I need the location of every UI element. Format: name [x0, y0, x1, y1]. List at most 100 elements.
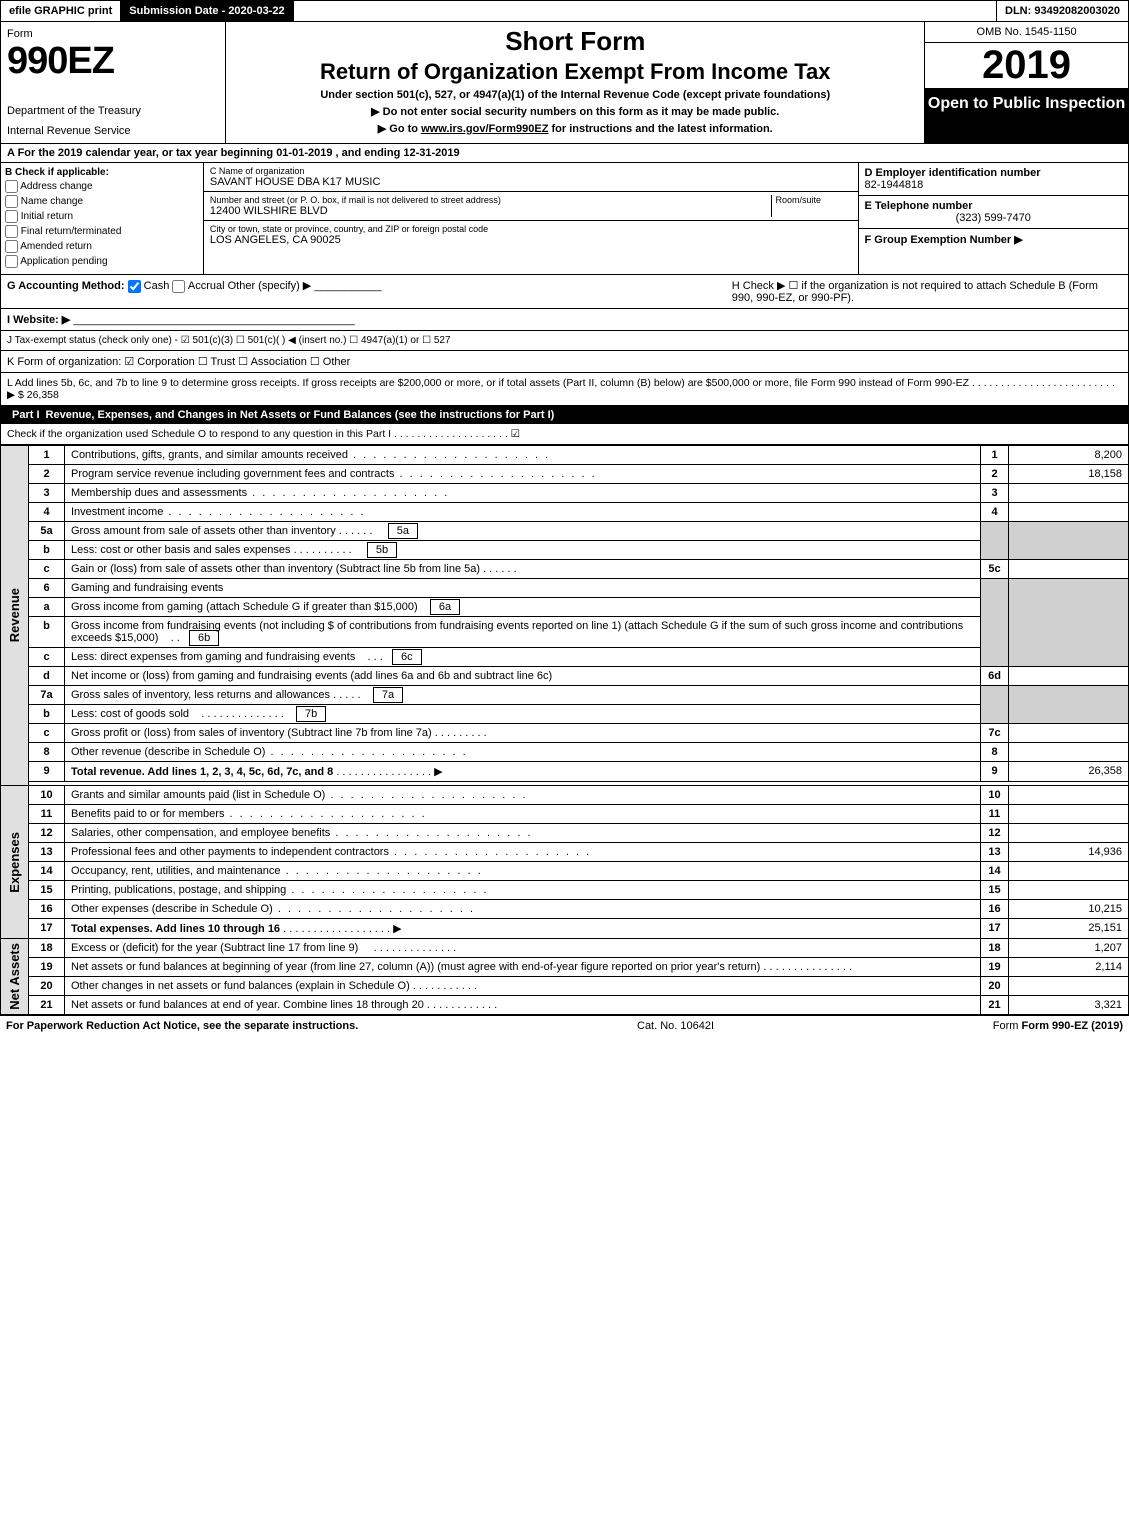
city-label: City or town, state or province, country… — [210, 224, 852, 234]
main-title: Return of Organization Exempt From Incom… — [230, 59, 920, 85]
goto-line: ▶ Go to www.irs.gov/Form990EZ for instru… — [230, 122, 920, 135]
line-2-text: Program service revenue including govern… — [65, 465, 981, 484]
opt-initial-return[interactable]: Initial return — [5, 210, 199, 223]
method-accrual[interactable]: Accrual — [172, 280, 224, 292]
line-12-amt — [1009, 824, 1129, 843]
goto-suffix: for instructions and the latest informat… — [548, 123, 772, 135]
line-18-amt: 1,207 — [1009, 939, 1129, 958]
line-3-amt — [1009, 484, 1129, 503]
city: LOS ANGELES, CA 90025 — [210, 234, 852, 246]
line-11-text: Benefits paid to or for members — [65, 805, 981, 824]
box-b-title: B Check if applicable: — [5, 167, 199, 178]
info-grid: B Check if applicable: Address change Na… — [0, 163, 1129, 275]
opt-final-return[interactable]: Final return/terminated — [5, 225, 199, 238]
short-form-title: Short Form — [230, 26, 920, 57]
line-13-amt: 14,936 — [1009, 843, 1129, 862]
org-name-label: C Name of organization — [210, 166, 852, 176]
box-k: K Form of organization: ☑ Corporation ☐ … — [0, 351, 1129, 373]
goto-prefix: ▶ Go to — [378, 123, 421, 135]
form-header: Form 990EZ Department of the Treasury In… — [0, 22, 1129, 144]
box-e: E Telephone number (323) 599-7470 — [859, 196, 1128, 229]
line-6d-amt — [1009, 667, 1129, 686]
part-1-check: Check if the organization used Schedule … — [0, 424, 1129, 445]
line-7b-text: Less: cost of goods sold . . . . . . . .… — [65, 705, 981, 724]
open-to-public: Open to Public Inspection — [925, 89, 1128, 143]
line-8-amt — [1009, 743, 1129, 762]
footer-right: Form Form 990-EZ (2019) — [993, 1020, 1123, 1032]
phone-value: (323) 599-7470 — [865, 212, 1122, 224]
dept-label: Department of the Treasury — [7, 105, 219, 117]
row-g-h: G Accounting Method: Cash Accrual Other … — [0, 275, 1129, 309]
opt-application-pending[interactable]: Application pending — [5, 255, 199, 268]
part-1-desc: Revenue, Expenses, and Changes in Net As… — [46, 409, 555, 421]
line-17-text: Total expenses. Add lines 10 through 16 … — [65, 919, 981, 939]
box-j: J Tax-exempt status (check only one) - ☑… — [0, 331, 1129, 351]
side-expenses: Expenses — [1, 786, 29, 939]
line-13-text: Professional fees and other payments to … — [65, 843, 981, 862]
method-cash[interactable]: Cash — [128, 280, 170, 292]
line-4-text: Investment income — [65, 503, 981, 522]
line-16-text: Other expenses (describe in Schedule O) — [65, 900, 981, 919]
header-left: Form 990EZ Department of the Treasury In… — [1, 22, 226, 143]
header-right: OMB No. 1545-1150 2019 Open to Public In… — [925, 22, 1128, 143]
line-18-text: Excess or (deficit) for the year (Subtra… — [65, 939, 981, 958]
group-exemption-label: F Group Exemption Number ▶ — [865, 234, 1023, 246]
box-c: C Name of organization SAVANT HOUSE DBA … — [204, 163, 858, 274]
line-6-text: Gaming and fundraising events — [65, 579, 981, 598]
ein-value: 82-1944818 — [865, 179, 1122, 191]
line-7c-amt — [1009, 724, 1129, 743]
line-4-amt — [1009, 503, 1129, 522]
opt-name-change[interactable]: Name change — [5, 195, 199, 208]
box-f: F Group Exemption Number ▶ — [859, 229, 1128, 274]
side-revenue: Revenue — [1, 446, 29, 786]
line-5c-amt — [1009, 560, 1129, 579]
line-21-amt: 3,321 — [1009, 996, 1129, 1015]
tax-year: 2019 — [925, 43, 1128, 89]
line-9-amt: 26,358 — [1009, 762, 1129, 782]
under-section: Under section 501(c), 527, or 4947(a)(1)… — [230, 89, 920, 101]
side-net-assets: Net Assets — [1, 939, 29, 1015]
opt-amended-return[interactable]: Amended return — [5, 240, 199, 253]
org-name-cell: C Name of organization SAVANT HOUSE DBA … — [204, 163, 858, 192]
line-21-text: Net assets or fund balances at end of ye… — [65, 996, 981, 1015]
line-20-amt — [1009, 977, 1129, 996]
tax-period: A For the 2019 calendar year, or tax yea… — [0, 144, 1129, 163]
line-7c-text: Gross profit or (loss) from sales of inv… — [65, 724, 981, 743]
line-14-text: Occupancy, rent, utilities, and maintena… — [65, 862, 981, 881]
line-1-amt: 8,200 — [1009, 446, 1129, 465]
part-1-label: Part I — [6, 409, 46, 421]
line-6d-text: Net income or (loss) from gaming and fun… — [65, 667, 981, 686]
line-6a-text: Gross income from gaming (attach Schedul… — [65, 598, 981, 617]
line-8-text: Other revenue (describe in Schedule O) — [65, 743, 981, 762]
line-15-text: Printing, publications, postage, and shi… — [65, 881, 981, 900]
part-1-header: Part I Revenue, Expenses, and Changes in… — [0, 406, 1129, 424]
street-label: Number and street (or P. O. box, if mail… — [210, 195, 767, 205]
ein-label: D Employer identification number — [865, 167, 1122, 179]
line-2-amt: 18,158 — [1009, 465, 1129, 484]
line-10-text: Grants and similar amounts paid (list in… — [65, 786, 981, 805]
line-3-text: Membership dues and assessments — [65, 484, 981, 503]
box-g: G Accounting Method: Cash Accrual Other … — [7, 279, 732, 304]
omb-number: OMB No. 1545-1150 — [925, 22, 1128, 43]
city-cell: City or town, state or province, country… — [204, 221, 858, 249]
agency-label: Internal Revenue Service — [7, 125, 219, 137]
dln-label: DLN: 93492082003020 — [997, 1, 1128, 21]
box-l: L Add lines 5b, 6c, and 7b to line 9 to … — [0, 373, 1129, 406]
line-5b-text: Less: cost or other basis and sales expe… — [65, 541, 981, 560]
page-footer: For Paperwork Reduction Act Notice, see … — [0, 1015, 1129, 1036]
box-d: D Employer identification number 82-1944… — [859, 163, 1128, 196]
line-6b-text: Gross income from fundraising events (no… — [65, 617, 981, 648]
website-label: I Website: ▶ — [7, 314, 70, 326]
form-label: Form — [7, 28, 219, 40]
opt-address-change[interactable]: Address change — [5, 180, 199, 193]
irs-link[interactable]: www.irs.gov/Form990EZ — [421, 123, 548, 135]
box-i: I Website: ▶ ___________________________… — [0, 309, 1129, 331]
accounting-method-label: G Accounting Method: — [7, 280, 125, 292]
room-label: Room/suite — [776, 195, 852, 205]
efile-label[interactable]: efile GRAPHIC print — [1, 1, 121, 21]
top-bar: efile GRAPHIC print Submission Date - 20… — [0, 0, 1129, 22]
phone-label: E Telephone number — [865, 200, 1122, 212]
line-6c-text: Less: direct expenses from gaming and fu… — [65, 648, 981, 667]
ssn-warning: ▶ Do not enter social security numbers o… — [230, 105, 920, 118]
right-info: D Employer identification number 82-1944… — [858, 163, 1128, 274]
